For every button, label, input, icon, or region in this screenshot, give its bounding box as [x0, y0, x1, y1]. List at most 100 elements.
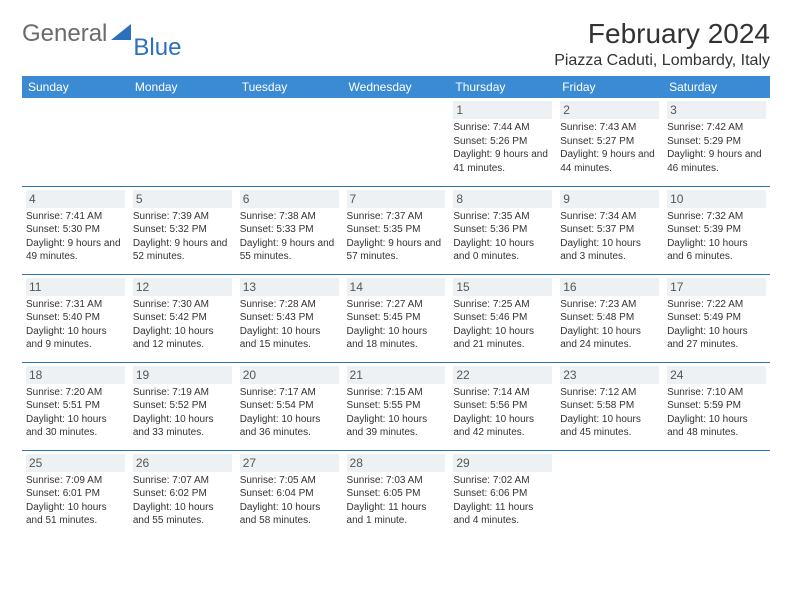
day-cell: 27 Sunrise: 7:05 AMSunset: 6:04 PMDayligh…	[236, 450, 343, 538]
sunrise-line: Sunrise: 7:35 AM	[453, 210, 552, 224]
daylight-line: Daylight: 10 hours and 6 minutes.	[667, 237, 766, 264]
col-wednesday: Wednesday	[343, 76, 450, 98]
sunset-line: Sunset: 5:42 PM	[133, 311, 232, 325]
day-number: 16	[560, 278, 659, 296]
sunrise-line: Sunrise: 7:39 AM	[133, 210, 232, 224]
calendar-body: 1Sunrise: 7:44 AMSunset: 5:26 PMDaylight…	[22, 98, 770, 538]
col-sunday: Sunday	[22, 76, 129, 98]
day-cell: 2Sunrise: 7:43 AMSunset: 5:27 PMDaylight…	[556, 98, 663, 186]
day-cell: 24Sunrise: 7:10 AMSunset: 5:59 PMDayligh…	[663, 362, 770, 450]
day-cell: 28Sunrise: 7:03 AMSunset: 6:05 PMDayligh…	[343, 450, 450, 538]
day-cell: 12Sunrise: 7:30 AMSunset: 5:42 PMDayligh…	[129, 274, 236, 362]
day-number: 18	[26, 366, 125, 384]
week-row: 18Sunrise: 7:20 AMSunset: 5:51 PMDayligh…	[22, 362, 770, 450]
week-row: 11Sunrise: 7:31 AMSunset: 5:40 PMDayligh…	[22, 274, 770, 362]
day-cell: 1Sunrise: 7:44 AMSunset: 5:26 PMDaylight…	[449, 98, 556, 186]
day-number: 28	[347, 454, 446, 472]
day-cell: 14Sunrise: 7:27 AMSunset: 5:45 PMDayligh…	[343, 274, 450, 362]
sunset-line: Sunset: 5:32 PM	[133, 223, 232, 237]
sunset-line: Sunset: 5:35 PM	[347, 223, 446, 237]
sunset-line: Sunset: 6:06 PM	[453, 487, 552, 501]
logo-triangle-icon	[109, 18, 135, 49]
day-number: 17	[667, 278, 766, 296]
col-tuesday: Tuesday	[236, 76, 343, 98]
day-number: 14	[347, 278, 446, 296]
day-cell: 11Sunrise: 7:31 AMSunset: 5:40 PMDayligh…	[22, 274, 129, 362]
sunrise-line: Sunrise: 7:05 AM	[240, 474, 339, 488]
day-cell	[556, 450, 663, 538]
sunrise-line: Sunrise: 7:31 AM	[26, 298, 125, 312]
daylight-line: Daylight: 9 hours and 55 minutes.	[240, 237, 339, 264]
day-cell: 16Sunrise: 7:23 AMSunset: 5:48 PMDayligh…	[556, 274, 663, 362]
daylight-line: Daylight: 10 hours and 45 minutes.	[560, 413, 659, 440]
week-row: 1Sunrise: 7:44 AMSunset: 5:26 PMDaylight…	[22, 98, 770, 186]
sunrise-line: Sunrise: 7:37 AM	[347, 210, 446, 224]
daylight-line: Daylight: 9 hours and 44 minutes.	[560, 148, 659, 175]
col-friday: Friday	[556, 76, 663, 98]
col-saturday: Saturday	[663, 76, 770, 98]
sunset-line: Sunset: 6:04 PM	[240, 487, 339, 501]
sunrise-line: Sunrise: 7:09 AM	[26, 474, 125, 488]
day-cell: 18Sunrise: 7:20 AMSunset: 5:51 PMDayligh…	[22, 362, 129, 450]
daylight-line: Daylight: 9 hours and 49 minutes.	[26, 237, 125, 264]
day-cell	[129, 98, 236, 186]
sunrise-line: Sunrise: 7:10 AM	[667, 386, 766, 400]
day-cell	[663, 450, 770, 538]
sunset-line: Sunset: 5:30 PM	[26, 223, 125, 237]
daylight-line: Daylight: 9 hours and 41 minutes.	[453, 148, 552, 175]
daylight-line: Daylight: 10 hours and 39 minutes.	[347, 413, 446, 440]
sunrise-line: Sunrise: 7:02 AM	[453, 474, 552, 488]
sunrise-line: Sunrise: 7:38 AM	[240, 210, 339, 224]
day-number: 21	[347, 366, 446, 384]
day-cell: 20Sunrise: 7:17 AMSunset: 5:54 PMDayligh…	[236, 362, 343, 450]
day-cell	[22, 98, 129, 186]
daylight-line: Daylight: 10 hours and 27 minutes.	[667, 325, 766, 352]
sunset-line: Sunset: 5:46 PM	[453, 311, 552, 325]
week-row: 25Sunrise: 7:09 AMSunset: 6:01 PMDayligh…	[22, 450, 770, 538]
day-cell: 17Sunrise: 7:22 AMSunset: 5:49 PMDayligh…	[663, 274, 770, 362]
day-cell: 3Sunrise: 7:42 AMSunset: 5:29 PMDaylight…	[663, 98, 770, 186]
day-number: 5	[133, 190, 232, 208]
daylight-line: Daylight: 10 hours and 36 minutes.	[240, 413, 339, 440]
sunrise-line: Sunrise: 7:17 AM	[240, 386, 339, 400]
sunset-line: Sunset: 6:02 PM	[133, 487, 232, 501]
daylight-line: Daylight: 10 hours and 24 minutes.	[560, 325, 659, 352]
daylight-line: Daylight: 10 hours and 55 minutes.	[133, 501, 232, 528]
day-cell: 8Sunrise: 7:35 AMSunset: 5:36 PMDaylight…	[449, 186, 556, 274]
day-cell: 7Sunrise: 7:37 AMSunset: 5:35 PMDaylight…	[343, 186, 450, 274]
day-number: 23	[560, 366, 659, 384]
day-number: 9	[560, 190, 659, 208]
day-cell: 21Sunrise: 7:15 AMSunset: 5:55 PMDayligh…	[343, 362, 450, 450]
sunrise-line: Sunrise: 7:34 AM	[560, 210, 659, 224]
sunset-line: Sunset: 5:33 PM	[240, 223, 339, 237]
sunrise-line: Sunrise: 7:25 AM	[453, 298, 552, 312]
day-cell: 23Sunrise: 7:12 AMSunset: 5:58 PMDayligh…	[556, 362, 663, 450]
sunset-line: Sunset: 6:05 PM	[347, 487, 446, 501]
sunrise-line: Sunrise: 7:28 AM	[240, 298, 339, 312]
sunrise-line: Sunrise: 7:27 AM	[347, 298, 446, 312]
sunrise-line: Sunrise: 7:12 AM	[560, 386, 659, 400]
daylight-line: Daylight: 10 hours and 48 minutes.	[667, 413, 766, 440]
sunrise-line: Sunrise: 7:32 AM	[667, 210, 766, 224]
sunset-line: Sunset: 5:45 PM	[347, 311, 446, 325]
month-title: February 2024	[554, 18, 770, 50]
day-number: 20	[240, 366, 339, 384]
header: General Blue February 2024 Piazza Caduti…	[22, 18, 770, 70]
day-number: 7	[347, 190, 446, 208]
day-number: 1	[453, 101, 552, 119]
day-cell: 13Sunrise: 7:28 AMSunset: 5:43 PMDayligh…	[236, 274, 343, 362]
sunset-line: Sunset: 6:01 PM	[26, 487, 125, 501]
logo-text-general: General	[22, 20, 107, 48]
sunset-line: Sunset: 5:51 PM	[26, 399, 125, 413]
sunset-line: Sunset: 5:40 PM	[26, 311, 125, 325]
day-number: 24	[667, 366, 766, 384]
day-cell	[236, 98, 343, 186]
daylight-line: Daylight: 10 hours and 9 minutes.	[26, 325, 125, 352]
sunset-line: Sunset: 5:49 PM	[667, 311, 766, 325]
day-number: 6	[240, 190, 339, 208]
day-cell: 4Sunrise: 7:41 AMSunset: 5:30 PMDaylight…	[22, 186, 129, 274]
daylight-line: Daylight: 10 hours and 58 minutes.	[240, 501, 339, 528]
daylight-line: Daylight: 11 hours and 1 minute.	[347, 501, 446, 528]
calendar-table: Sunday Monday Tuesday Wednesday Thursday…	[22, 76, 770, 538]
day-number: 27	[240, 454, 339, 472]
